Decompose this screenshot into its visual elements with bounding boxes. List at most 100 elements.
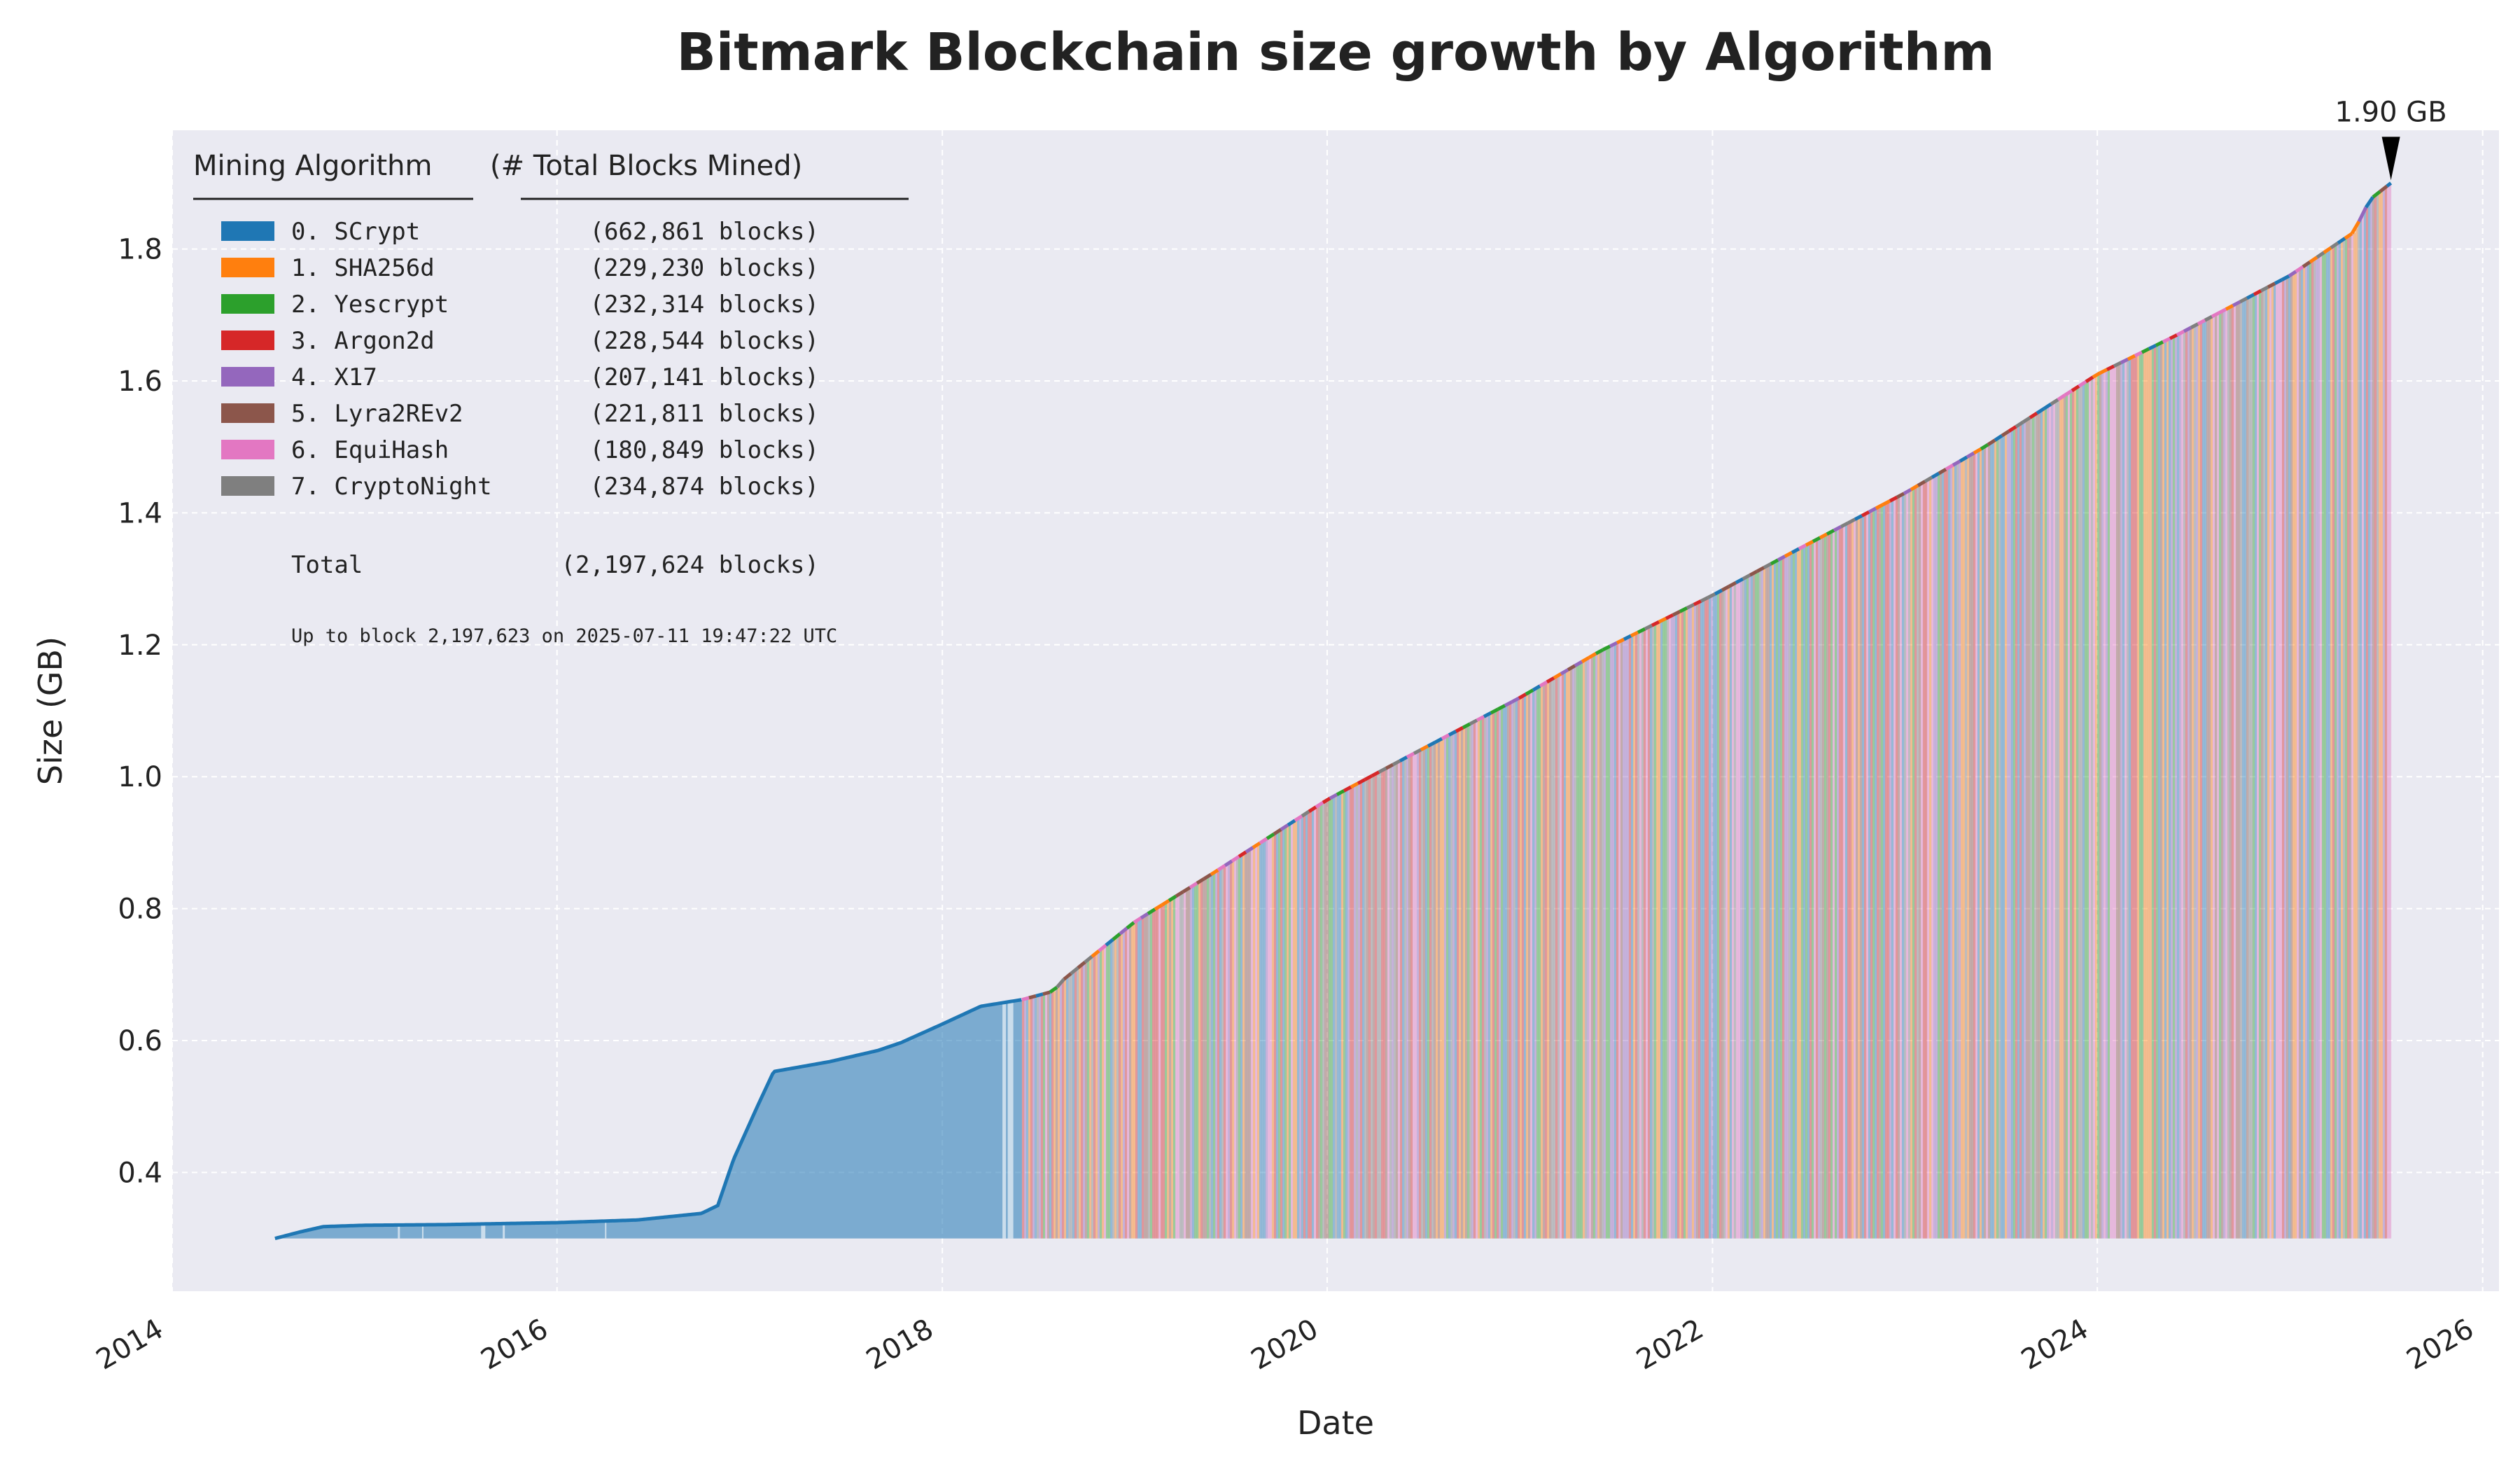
algorithm-stripe (1901, 494, 1905, 1239)
multi-algo-line-segment (1938, 467, 1947, 475)
algorithm-stripe (1464, 726, 1468, 1239)
multi-algo-line-segment (1987, 438, 1996, 447)
algorithm-stripe (1561, 673, 1564, 1239)
legend-total-label: Total (291, 551, 363, 579)
multi-algo-line-segment (1784, 550, 1793, 558)
algorithm-stripe (1975, 452, 1978, 1239)
algorithm-stripe (2157, 344, 2161, 1239)
algorithm-stripe (1311, 809, 1315, 1239)
algorithm-stripe (2252, 295, 2255, 1239)
multi-algo-line-segment (1105, 938, 1114, 947)
algorithm-stripe (1028, 998, 1031, 1239)
algorithm-stripe (1792, 552, 1795, 1239)
multi-algo-line-segment (2008, 425, 2017, 433)
algorithm-stripe (1567, 669, 1571, 1239)
algorithm-stripe (1756, 571, 1760, 1239)
algorithm-stripe (2191, 327, 2194, 1239)
algorithm-stripe (1364, 779, 1367, 1239)
algorithm-stripe (2120, 363, 2123, 1239)
multi-algo-line-segment (1455, 725, 1464, 733)
algorithm-stripe (1265, 839, 1268, 1239)
algorithm-stripe (1051, 992, 1054, 1239)
algorithm-stripe (1660, 621, 1663, 1239)
algorithm-stripe (1958, 461, 1961, 1239)
algorithm-stripe (1120, 933, 1124, 1239)
legend-item-name: 0. SCrypt (291, 218, 420, 246)
multi-algo-line-segment (1595, 648, 1604, 655)
algorithm-stripe (1107, 943, 1111, 1239)
multi-algo-line-segment (1343, 785, 1352, 793)
multi-algo-line-segment (1231, 855, 1240, 863)
algorithm-stripe (1206, 877, 1210, 1239)
algorithm-stripe (1559, 674, 1562, 1239)
multi-algo-line-segment (1434, 737, 1443, 744)
algorithm-stripe (2006, 432, 2010, 1239)
algorithm-stripe (2099, 373, 2102, 1239)
multi-algo-line-segment (1091, 949, 1100, 958)
algorithm-stripe (1328, 799, 1331, 1239)
algorithm-stripe (1922, 482, 1926, 1239)
algorithm-stripe (1208, 875, 1212, 1239)
algorithm-stripe (1679, 611, 1682, 1239)
x-tick-label: 2022 (1631, 1313, 1709, 1377)
algorithm-stripe (1916, 486, 1919, 1239)
multi-algo-line-segment (2372, 190, 2381, 199)
multi-algo-line-segment (1140, 912, 1149, 920)
algorithm-stripe (1374, 774, 1378, 1239)
algorithm-stripe (1488, 714, 1491, 1239)
algorithm-stripe (2151, 347, 2155, 1239)
algorithm-stripe (2351, 234, 2354, 1239)
algorithm-stripe (1401, 759, 1405, 1239)
multi-algo-line-segment (1329, 793, 1338, 800)
algorithm-stripe (2363, 211, 2367, 1239)
x-tick-label: 2026 (2401, 1313, 2479, 1377)
legend-swatch (221, 403, 274, 423)
algorithm-stripe (1483, 716, 1487, 1239)
algorithm-stripe (2332, 246, 2335, 1239)
algorithm-stripe (2321, 253, 2325, 1239)
algorithm-stripe (1320, 804, 1323, 1239)
algorithm-stripe (1380, 770, 1384, 1239)
algorithm-stripe (1767, 565, 1770, 1239)
algorithm-stripe (2311, 260, 2314, 1239)
algorithm-stripe (1269, 836, 1273, 1239)
algorithm-stripe (1624, 639, 1628, 1239)
algorithm-stripe (2185, 331, 2188, 1239)
multi-algo-line-segment (1301, 809, 1310, 818)
algorithm-stripe (1928, 479, 1932, 1239)
algorithm-stripe (1884, 503, 1888, 1239)
algorithm-stripe (1345, 790, 1348, 1239)
algorithm-stripe (1387, 767, 1390, 1239)
algorithm-stripe (1114, 938, 1117, 1239)
algorithm-stripe (2027, 419, 2031, 1239)
algorithm-stripe (2237, 303, 2241, 1239)
multi-algo-line-segment (2071, 384, 2080, 392)
algorithm-stripe (1267, 837, 1270, 1239)
algorithm-stripe (1588, 658, 1592, 1239)
algorithm-stripe (1452, 733, 1455, 1239)
multi-algo-line-segment (1553, 672, 1562, 680)
multi-algo-line-segment (1042, 990, 1051, 996)
algorithm-stripe (2225, 310, 2228, 1239)
algorithm-stripe (1256, 844, 1260, 1239)
algorithm-stripe (2348, 235, 2352, 1239)
algorithm-stripe (1639, 632, 1642, 1239)
algorithm-stripe (2061, 397, 2064, 1239)
algorithm-stripe (1034, 996, 1037, 1239)
algorithm-stripe (1477, 720, 1480, 1239)
legend-total-blocks: (2,197,624 blocks) (561, 551, 819, 579)
algorithm-stripe (2096, 374, 2100, 1239)
multi-algo-line-segment (1476, 715, 1485, 722)
algorithm-stripe (1553, 678, 1556, 1239)
multi-algo-line-segment (2330, 242, 2339, 249)
algorithm-stripe (1112, 940, 1115, 1239)
algorithm-stripe (1424, 747, 1428, 1239)
multi-algo-line-segment (2232, 300, 2241, 307)
algorithm-stripe (1305, 814, 1308, 1239)
algorithm-stripe (1819, 537, 1823, 1239)
algorithm-stripe (1462, 728, 1466, 1239)
multi-algo-line-segment (1385, 763, 1394, 770)
algorithm-stripe (1063, 979, 1067, 1239)
multi-algo-line-segment (1364, 774, 1373, 781)
